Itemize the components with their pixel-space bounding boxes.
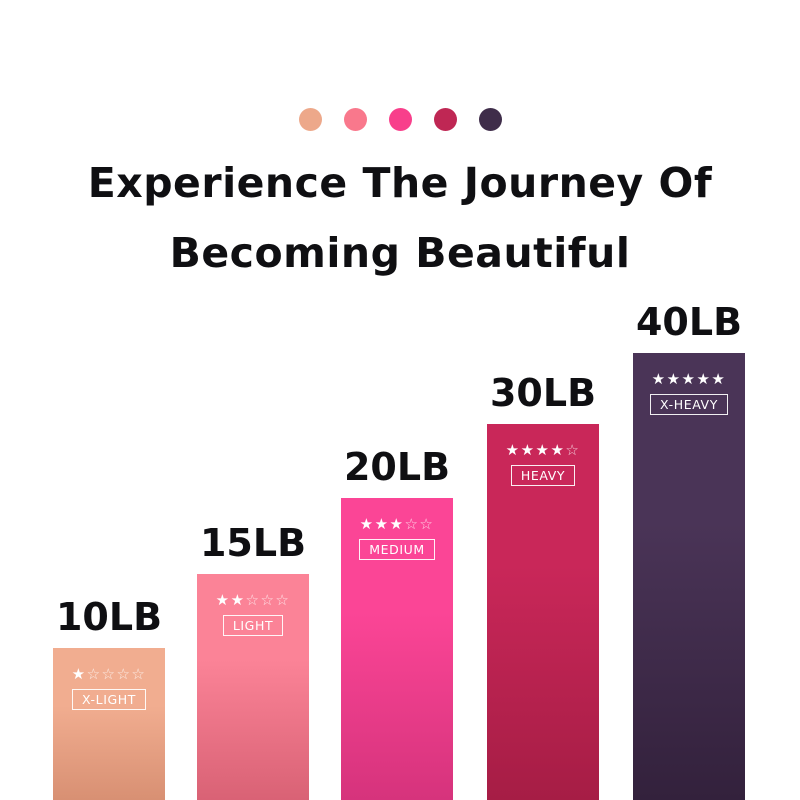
bar-value-label: 10LB (55, 595, 163, 639)
color-dot-4 (433, 107, 457, 131)
star-empty-icon: ☆ (404, 515, 420, 533)
star-empty-icon: ☆ (419, 515, 435, 533)
tier-badge-wrap: MEDIUM (341, 539, 453, 560)
star-filled-icon: ★ (696, 370, 712, 388)
star-filled-icon: ★ (711, 370, 727, 388)
star-empty-icon: ☆ (131, 665, 147, 683)
color-dot-5 (478, 107, 502, 131)
headline-line-2: Becoming Beautiful (169, 229, 631, 277)
star-filled-icon: ★ (389, 515, 405, 533)
star-empty-icon: ☆ (86, 665, 102, 683)
tier-badge-wrap: X-HEAVY (633, 394, 745, 415)
star-filled-icon: ★ (71, 665, 87, 683)
page-title: Experience The Journey Of Becoming Beaut… (0, 148, 800, 288)
star-empty-icon: ☆ (275, 591, 291, 609)
tier-badge-wrap: X-LIGHT (53, 689, 165, 710)
bar-value-label: 30LB (489, 371, 597, 415)
star-filled-icon: ★ (550, 441, 566, 459)
star-empty-icon: ☆ (101, 665, 117, 683)
tier-badge: MEDIUM (359, 539, 435, 560)
bar-fill: ★★★★★ X-HEAVY (633, 353, 745, 800)
tier-badge: LIGHT (222, 615, 284, 636)
star-empty-icon: ☆ (116, 665, 132, 683)
star-rating: ★★★☆☆ (341, 516, 453, 532)
color-dot-2 (343, 107, 367, 131)
star-empty-icon: ☆ (245, 591, 261, 609)
star-filled-icon: ★ (505, 441, 521, 459)
bar-value-label: 20LB (343, 445, 451, 489)
bar-group-20lb[interactable]: 20LB ★★★☆☆ MEDIUM (341, 448, 453, 800)
star-rating: ★★★★☆ (487, 442, 599, 458)
color-dot-1 (298, 107, 322, 131)
bar-fill: ★★★★☆ HEAVY (487, 424, 599, 800)
star-rating: ★★☆☆☆ (197, 592, 309, 608)
tier-badge-wrap: LIGHT (197, 615, 309, 636)
star-filled-icon: ★ (681, 370, 697, 388)
star-filled-icon: ★ (215, 591, 231, 609)
star-filled-icon: ★ (374, 515, 390, 533)
color-dot-3 (388, 107, 412, 131)
star-filled-icon: ★ (520, 441, 536, 459)
tier-badge: HEAVY (510, 465, 576, 486)
star-filled-icon: ★ (535, 441, 551, 459)
bar-value-label: 15LB (199, 521, 307, 565)
star-filled-icon: ★ (651, 370, 667, 388)
bar-value-label: 40LB (635, 300, 743, 344)
star-filled-icon: ★ (230, 591, 246, 609)
tier-badge: X-LIGHT (71, 689, 147, 710)
star-filled-icon: ★ (666, 370, 682, 388)
bar-fill: ★★★☆☆ MEDIUM (341, 498, 453, 800)
star-rating: ★★★★★ (633, 371, 745, 387)
bar-fill: ★★☆☆☆ LIGHT (197, 574, 309, 800)
star-empty-icon: ☆ (260, 591, 276, 609)
tier-badge-wrap: HEAVY (487, 465, 599, 486)
bar-group-40lb[interactable]: 40LB ★★★★★ X-HEAVY (633, 303, 745, 800)
star-rating: ★☆☆☆☆ (53, 666, 165, 682)
color-dots-row (0, 106, 800, 132)
bar-group-15lb[interactable]: 15LB ★★☆☆☆ LIGHT (197, 524, 309, 800)
star-filled-icon: ★ (359, 515, 375, 533)
bar-fill: ★☆☆☆☆ X-LIGHT (53, 648, 165, 800)
tier-badge: X-HEAVY (650, 394, 728, 415)
star-empty-icon: ☆ (565, 441, 581, 459)
headline-line-1: Experience The Journey Of (87, 159, 713, 207)
bar-group-10lb[interactable]: 10LB ★☆☆☆☆ X-LIGHT (53, 598, 165, 800)
bar-group-30lb[interactable]: 30LB ★★★★☆ HEAVY (487, 374, 599, 800)
